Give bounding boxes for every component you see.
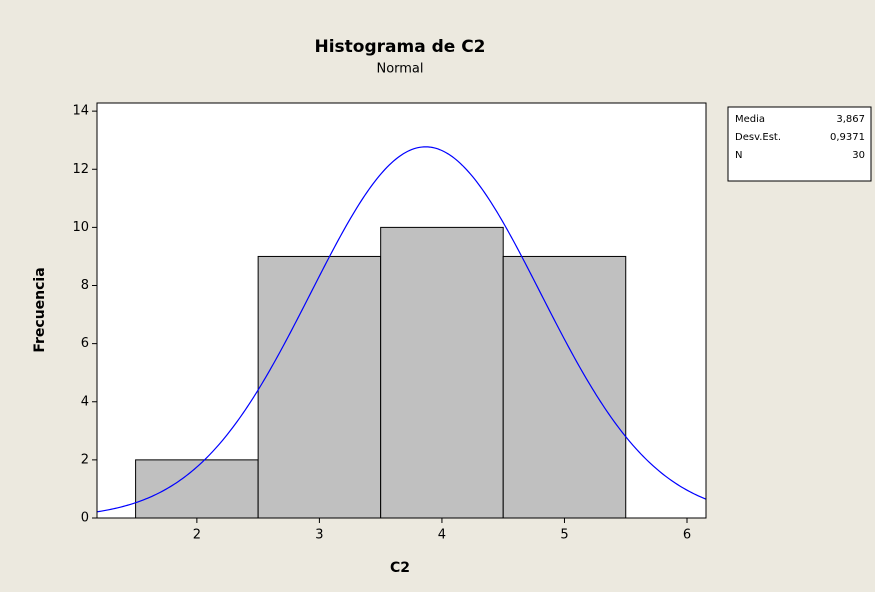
x-axis-label: C2 <box>390 560 410 576</box>
y-tick-label: 10 <box>72 220 89 235</box>
plot-frame <box>96 102 707 519</box>
y-tick-label: 0 <box>81 511 89 526</box>
x-tick-label: 5 <box>560 528 568 543</box>
x-tick-label: 6 <box>683 528 691 543</box>
bar <box>135 459 259 519</box>
stat-value: 3,867 <box>836 114 865 125</box>
bar <box>380 226 504 519</box>
stat-name: Desv.Est. <box>735 132 781 143</box>
stat-name: Media <box>735 114 765 125</box>
y-axis-label: Frecuencia <box>32 267 48 352</box>
stats-box <box>727 106 872 182</box>
y-tick-label: 2 <box>81 452 89 467</box>
y-tick-label: 4 <box>81 394 89 409</box>
bar <box>257 255 382 519</box>
stat-name: N <box>735 150 742 161</box>
y-tick-label: 14 <box>72 104 89 119</box>
bar <box>502 255 627 519</box>
y-tick-label: 12 <box>72 162 89 177</box>
stat-value: 0,9371 <box>830 132 865 143</box>
x-tick-label: 3 <box>315 528 323 543</box>
chart-title: Histograma de C2 <box>314 37 485 57</box>
x-tick-label: 4 <box>438 528 446 543</box>
y-tick-label: 8 <box>81 278 89 293</box>
x-tick-label: 2 <box>193 528 201 543</box>
chart-subtitle: Normal <box>376 62 423 77</box>
normal-curve <box>96 146 707 513</box>
y-tick-label: 6 <box>81 336 89 351</box>
stat-value: 30 <box>852 150 865 161</box>
